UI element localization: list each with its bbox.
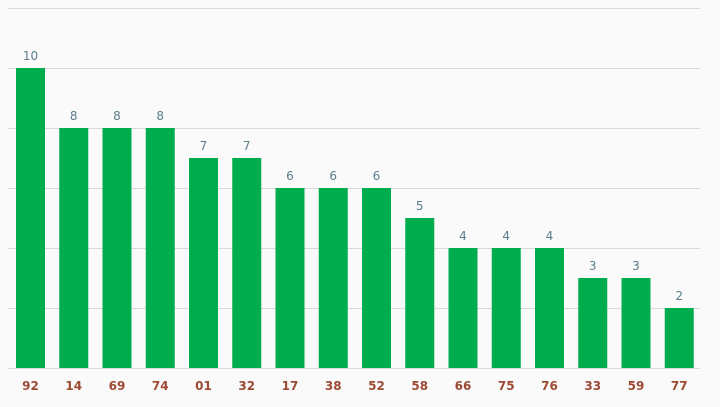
x-tick-label: 14 bbox=[65, 379, 82, 393]
value-label: 8 bbox=[156, 109, 164, 123]
x-tick-label: 01 bbox=[195, 379, 212, 393]
x-tick-label: 59 bbox=[628, 379, 645, 393]
bar bbox=[16, 68, 45, 368]
x-tick-label: 52 bbox=[368, 379, 385, 393]
bar bbox=[491, 248, 521, 368]
value-label: 8 bbox=[70, 109, 78, 123]
bar bbox=[275, 188, 305, 368]
bar bbox=[362, 188, 391, 368]
bar bbox=[189, 158, 218, 368]
x-tick-label: 74 bbox=[152, 379, 169, 393]
x-tick-label: 17 bbox=[282, 379, 299, 393]
x-tick-label: 92 bbox=[22, 379, 39, 393]
bar bbox=[232, 158, 262, 368]
bar bbox=[405, 218, 435, 368]
value-label: 4 bbox=[459, 229, 467, 243]
value-label: 4 bbox=[546, 229, 554, 243]
bar bbox=[664, 308, 694, 368]
value-label: 6 bbox=[373, 169, 381, 183]
x-tick-label: 66 bbox=[455, 379, 472, 393]
value-label: 8 bbox=[113, 109, 121, 123]
bar bbox=[318, 188, 348, 368]
bars bbox=[16, 68, 694, 368]
bar bbox=[621, 278, 651, 368]
bar bbox=[578, 278, 608, 368]
x-tick-labels: 92 14 69 74 01 32 17 38 52 58 66 75 76 33 59 77 bbox=[22, 379, 687, 393]
value-label: 3 bbox=[589, 259, 597, 273]
x-tick-label: 77 bbox=[671, 379, 688, 393]
value-label: 6 bbox=[329, 169, 337, 183]
bar bbox=[535, 248, 564, 368]
x-tick-label: 58 bbox=[411, 379, 428, 393]
value-label: 4 bbox=[502, 229, 510, 243]
bar bbox=[448, 248, 478, 368]
bar bbox=[102, 128, 132, 368]
x-tick-label: 69 bbox=[109, 379, 126, 393]
x-tick-label: 75 bbox=[498, 379, 515, 393]
x-tick-label: 32 bbox=[238, 379, 255, 393]
x-tick-label: 38 bbox=[325, 379, 342, 393]
value-label: 7 bbox=[243, 139, 251, 153]
bar bbox=[59, 128, 89, 368]
x-tick-label: 76 bbox=[541, 379, 558, 393]
bar bbox=[145, 128, 175, 368]
value-label: 6 bbox=[286, 169, 294, 183]
value-label: 5 bbox=[416, 199, 424, 213]
x-tick-label: 33 bbox=[584, 379, 601, 393]
value-label: 10 bbox=[23, 49, 38, 63]
value-labels: 10 8 8 8 7 7 6 6 6 5 4 4 4 3 3 2 bbox=[23, 49, 683, 303]
value-label: 3 bbox=[632, 259, 640, 273]
value-label: 2 bbox=[675, 289, 683, 303]
value-label: 7 bbox=[200, 139, 208, 153]
